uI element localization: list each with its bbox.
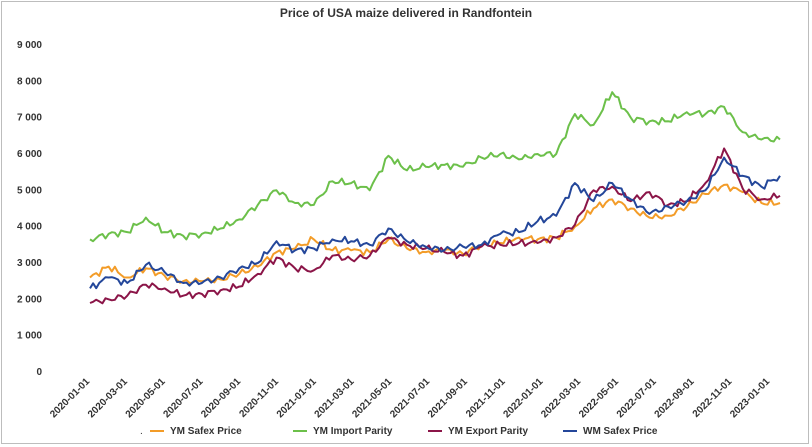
legend-item-ym-export-parity: YM Export Parity (428, 426, 528, 437)
chart-title: Price of USA maize delivered in Randfont… (279, 6, 533, 20)
legend-label: YM Export Parity (448, 426, 529, 437)
y-tick-label: 8 000 (17, 76, 42, 87)
legend-label: WM Safex Price (583, 426, 658, 437)
series-line-ym-import-parity (89, 91, 781, 243)
legend: . YM Safex Price YM Import Parity YM Exp… (0, 426, 812, 442)
legend-swatch (150, 430, 164, 433)
x-tick-label: 2021-09-01 (426, 376, 470, 420)
legend-swatch (428, 430, 442, 433)
legend-label: YM Import Parity (313, 426, 393, 437)
x-axis: 2020-01-012020-03-012020-05-012020-07-01… (48, 376, 772, 420)
y-axis: 0 1 000 2 000 3 000 4 000 5 000 6 000 7 000 8 00… (17, 40, 42, 378)
y-tick-label: 4 000 (17, 222, 42, 233)
legend-item-ym-safex-price: YM Safex Price (150, 426, 242, 437)
y-tick-label: 6 000 (17, 149, 42, 160)
y-tick-label: 7 000 (17, 113, 42, 124)
legend-item-wm-safex-price: WM Safex Price (563, 426, 657, 437)
legend-swatch (293, 430, 307, 433)
y-tick-label: 2 000 (17, 294, 42, 305)
legend-marker: . (140, 426, 143, 437)
series-lines (89, 91, 781, 305)
series-line-wm-safex-price (89, 156, 781, 290)
legend-swatch (563, 430, 577, 433)
y-tick-label: 3 000 (17, 258, 42, 269)
legend-label: YM Safex Price (170, 426, 242, 437)
y-tick-label: 1 000 (17, 331, 42, 342)
y-tick-label: 9 000 (17, 40, 42, 51)
y-tick-label: 0 (36, 367, 42, 378)
x-tick-label: 2022-09-01 (653, 376, 697, 420)
x-tick-label: 2020-09-01 (199, 376, 243, 420)
y-tick-label: 5 000 (17, 185, 42, 196)
x-tick-label: 2023-01-01 (728, 376, 772, 420)
legend-item-ym-import-parity: YM Import Parity (293, 426, 392, 437)
